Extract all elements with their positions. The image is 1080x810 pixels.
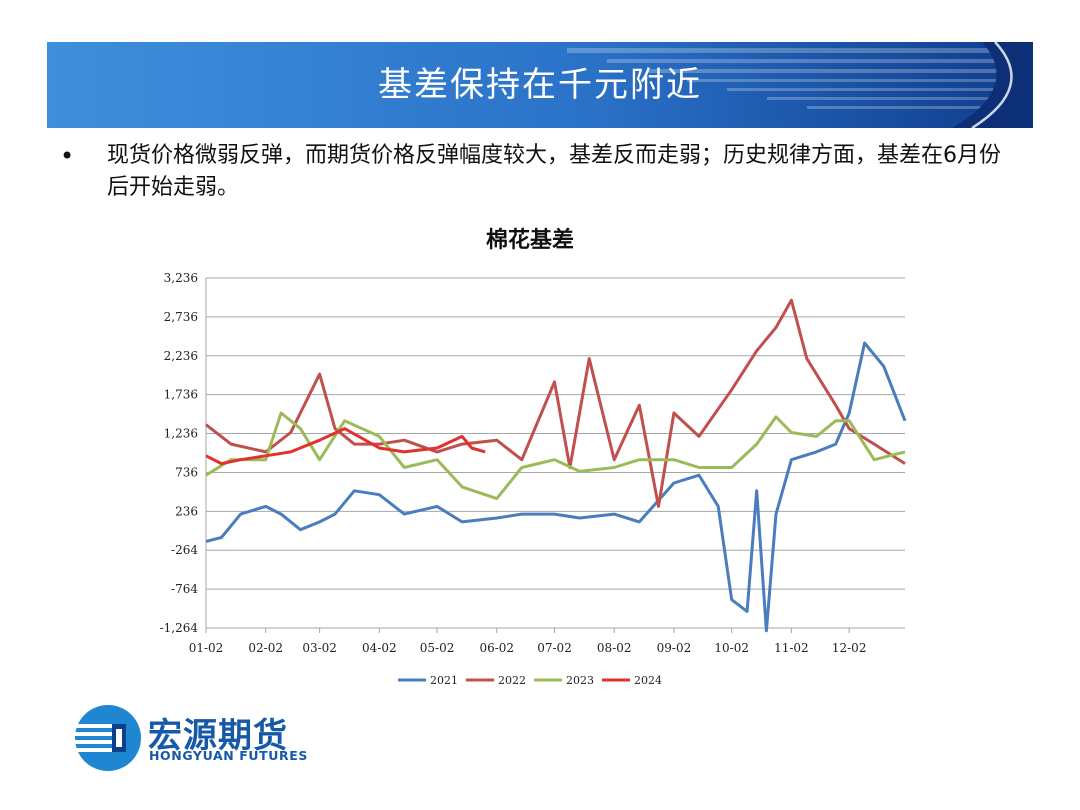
x-tick-label: 11-02 [774,641,809,655]
banner-graphic [47,42,1033,128]
logo-name-en: HONGYUAN FUTURES [149,748,308,763]
y-tick-label: -264 [171,543,198,557]
y-tick-label: 1,736 [164,388,198,402]
y-tick-label: 2,736 [164,310,198,324]
legend-label-2021: 2021 [430,674,458,687]
x-tick-label: 07-02 [537,641,572,655]
x-tick-label: 03-02 [302,641,337,655]
x-tick-label: 10-02 [714,641,749,655]
company-logo: 宏源期货 HONGYUAN FUTURES [72,702,332,774]
logo-name-cn: 宏源期货 [148,716,288,756]
y-tick-label: 2,236 [164,349,198,363]
chart-title: 棉花基差 [485,228,574,253]
x-tick-label: 12-02 [832,641,867,655]
legend-label-2022: 2022 [498,674,526,687]
series-line-2022 [205,298,906,508]
slide-title: 基差保持在千元附近 [378,65,702,105]
series-line-2021 [205,341,907,633]
title-banner [47,42,1033,128]
x-tick-label: 01-02 [189,641,224,655]
logo-mark-icon [74,705,141,771]
x-tick-label: 09-02 [657,641,692,655]
legend-label-2023: 2023 [566,674,594,687]
x-tick-label: 08-02 [597,641,632,655]
y-tick-label: -764 [171,582,198,596]
x-tick-label: 04-02 [362,641,397,655]
legend-label-2024: 2024 [634,674,662,687]
basis-line-chart: -1,264 -764 -264 236 736 1,236 1,736 2,236 2,736… [160,271,907,687]
y-tick-label: 3,236 [164,271,198,285]
bullet-marker: • [60,142,75,170]
x-tick-label: 05-02 [420,641,455,655]
x-tick-label: 06-02 [479,641,514,655]
y-tick-label: -1,264 [160,621,199,635]
y-tick-label: 236 [175,504,198,518]
series-line-2024 [205,427,486,466]
bullet-text: 现货价格微弱反弹，而期货价格反弹幅度较大，基差反而走弱；历史规律方面，基差在6月… [107,143,1002,200]
y-tick-label: 1,236 [164,427,198,441]
x-tick-label: 02-02 [248,641,283,655]
y-tick-label: 736 [175,465,198,479]
